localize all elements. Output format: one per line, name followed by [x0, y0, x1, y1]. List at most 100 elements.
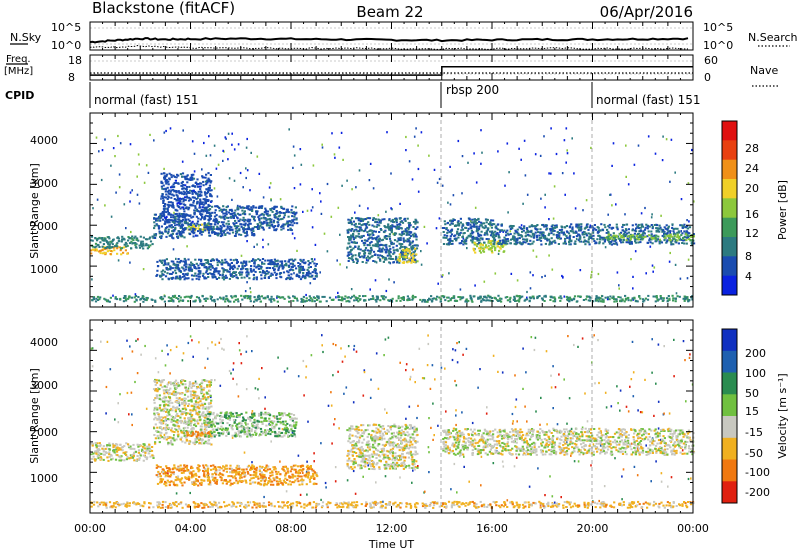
frequency-line [90, 65, 693, 76]
range-gate-cell [506, 229, 509, 232]
range-gate-cell [519, 296, 522, 299]
range-gate-cell [639, 230, 642, 233]
range-gate-cell [602, 299, 605, 302]
range-gate-cell [240, 268, 243, 271]
range-gate-cell [638, 230, 641, 233]
range-gate-cell [406, 226, 409, 229]
range-gate-cell [226, 216, 229, 219]
range-gate-cell [358, 252, 361, 255]
range-gate-cell [259, 265, 262, 268]
range-gate-cell [250, 231, 254, 234]
range-gate-cell [411, 178, 414, 181]
range-gate-cell [624, 233, 628, 236]
range-gate-cell [305, 297, 308, 300]
range-gate-cell [600, 223, 603, 226]
range-gate-cell [165, 258, 168, 261]
range-gate-cell [188, 228, 191, 231]
range-gate-cell [409, 224, 412, 227]
range-gate-cell [299, 493, 302, 496]
range-gate-cell [219, 384, 222, 387]
range-gate-cell [367, 207, 369, 210]
range-gate-cell [187, 341, 190, 345]
range-gate-cell [286, 277, 289, 279]
range-gate-cell [253, 215, 256, 218]
colorbar-swatch [722, 256, 737, 276]
range-gate-cell [691, 241, 694, 244]
range-gate-cell [156, 260, 159, 263]
range-gate-cell [197, 275, 200, 278]
range-gate-cell [154, 357, 157, 360]
range-gate-cell [367, 252, 371, 255]
range-gate-cell [690, 296, 693, 299]
range-gate-cell [432, 402, 434, 405]
range-gate-cell [406, 254, 409, 256]
range-gate-cell [636, 237, 639, 240]
range-gate-cell [529, 271, 532, 274]
range-gate-cell [408, 160, 411, 163]
range-gate-cell [207, 231, 211, 234]
range-gate-cell [399, 255, 402, 258]
range-gate-cell [175, 345, 178, 348]
range-gate-cell [680, 230, 682, 233]
range-gate-cell [486, 218, 489, 221]
range-gate-cell [352, 234, 355, 236]
range-gate-cell [650, 233, 653, 236]
range-gate-cell [287, 225, 290, 228]
range-gate-cell [199, 270, 202, 273]
range-gate-cell [462, 240, 465, 243]
range-gate-cell [237, 265, 240, 268]
range-gate-cell [92, 245, 95, 248]
range-gate-cell [642, 230, 645, 233]
range-gate-cell [619, 409, 621, 412]
range-gate-cell [346, 246, 349, 249]
beam-title: Beam 22 [356, 3, 423, 21]
range-gate-cell [470, 239, 473, 242]
range-gate-cell [655, 238, 658, 241]
range-gate-cell [275, 265, 278, 268]
range-gate-cell [153, 234, 156, 237]
range-gate-cell [518, 147, 520, 150]
range-gate-cell [503, 236, 506, 239]
range-gate-cell [202, 180, 205, 183]
range-gate-cell [592, 300, 595, 303]
range-gate-cell [193, 196, 196, 199]
range-gate-cell [405, 363, 408, 366]
range-gate-cell [200, 233, 203, 236]
range-gate-cell [669, 235, 672, 238]
range-gate-cell [490, 232, 493, 235]
range-gate-cell [449, 223, 452, 226]
range-gate-cell [676, 239, 679, 242]
range-gate-cell [434, 378, 436, 381]
range-gate-cell [299, 267, 302, 270]
range-gate-cell [197, 269, 200, 272]
range-gate-cell [257, 267, 260, 270]
range-gate-cell [660, 480, 663, 483]
range-gate-cell [202, 198, 205, 201]
range-gate-cell [607, 230, 610, 233]
range-gate-cell [206, 200, 210, 202]
range-gate-cell [472, 222, 475, 225]
range-gate-cell [218, 209, 221, 212]
range-gate-cell [199, 218, 202, 221]
range-gate-cell [189, 268, 192, 271]
range-gate-cell [432, 438, 434, 441]
range-gate-cell [664, 227, 667, 230]
range-gate-cell [191, 231, 194, 234]
range-gate-cell [203, 218, 206, 221]
range-gate-cell [211, 299, 214, 302]
range-gate-cell [167, 190, 170, 193]
range-gate-cell [355, 296, 358, 299]
range-gate-cell [278, 211, 281, 214]
range-gate-cell [467, 234, 470, 237]
range-gate-cell [472, 247, 475, 250]
range-gate-cell [544, 237, 547, 240]
range-gate-cell [252, 258, 255, 261]
range-gate-cell [349, 219, 352, 222]
range-gate-cell [573, 343, 575, 347]
range-gate-cell [404, 253, 407, 256]
range-gate-cell [650, 224, 653, 226]
range-gate-cell [179, 220, 182, 223]
range-gate-cell [585, 232, 588, 235]
range-gate-cell [483, 233, 486, 236]
range-gate-cell [211, 229, 214, 232]
